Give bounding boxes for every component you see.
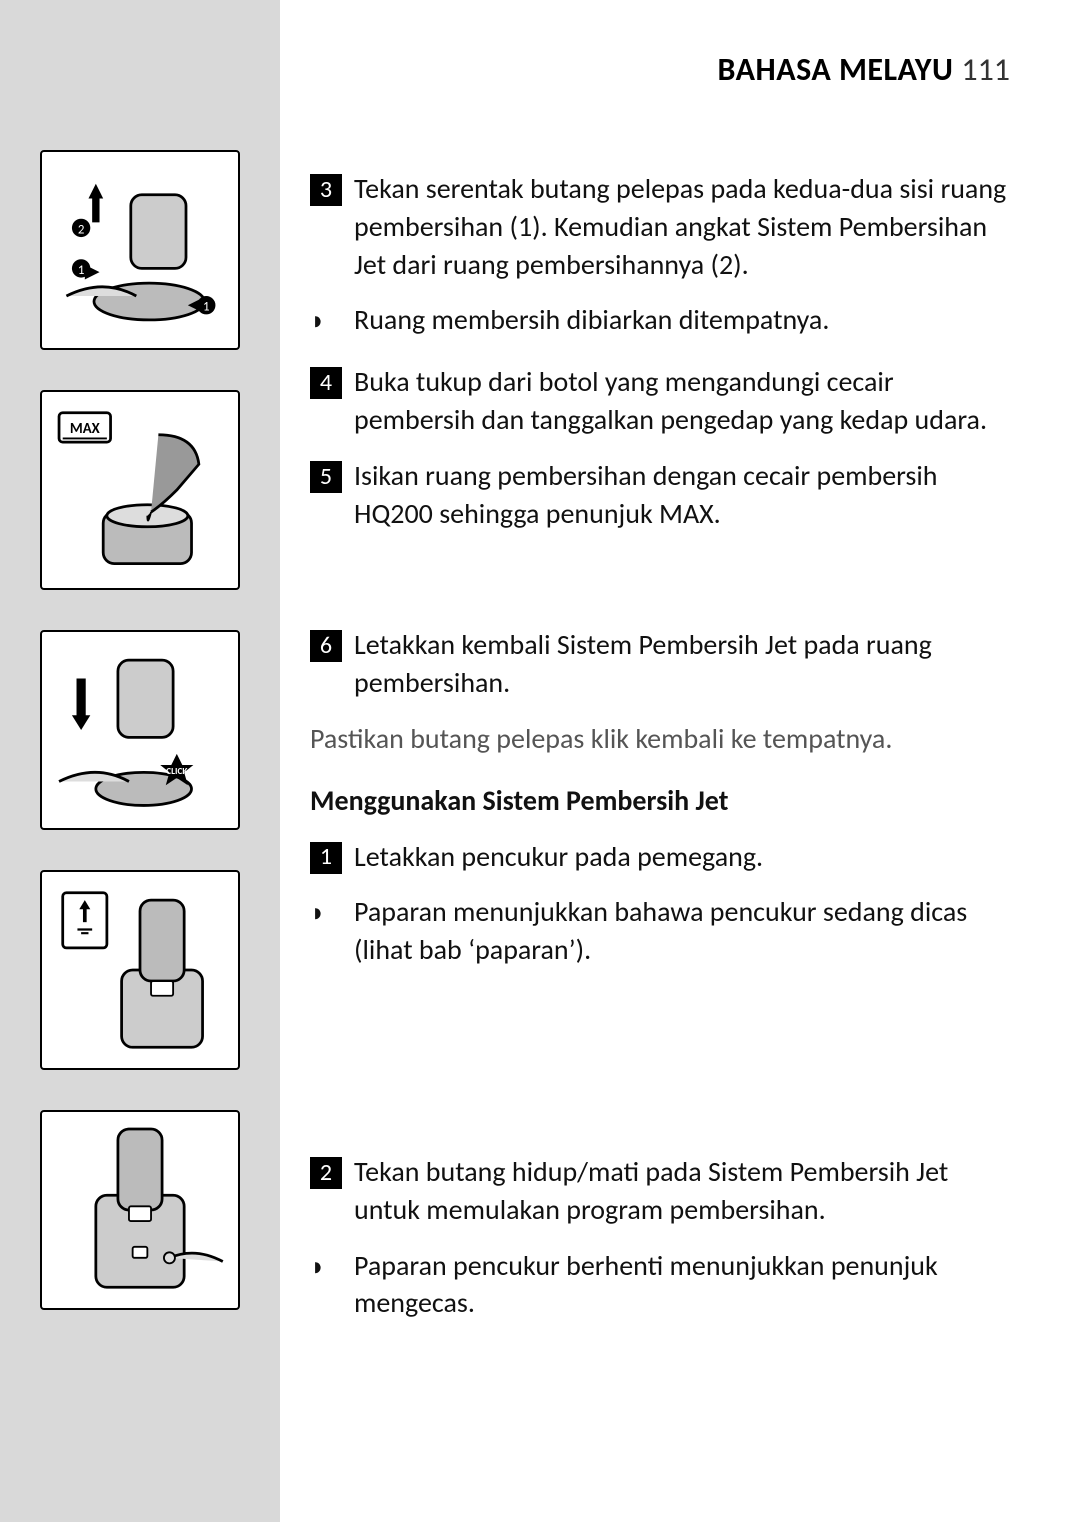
use-step-number-2: 2 bbox=[310, 1157, 342, 1189]
arrow-icon: ◗ bbox=[310, 1249, 342, 1323]
arrow-icon: ◗ bbox=[310, 303, 342, 339]
arrow-icon: ◗ bbox=[310, 895, 342, 969]
step-6: 6 Letakkan kembali Sistem Pembersih Jet … bbox=[310, 626, 1010, 702]
step-3: 3 Tekan serentak butang pelepas pada ked… bbox=[310, 170, 1010, 283]
use-step-1-bullet-text: Paparan menunjukkan bahawa pencukur seda… bbox=[354, 893, 1010, 969]
illustration-step6: CLICK bbox=[40, 630, 240, 830]
step-6-text: Letakkan kembali Sistem Pembersih Jet pa… bbox=[354, 626, 1010, 702]
illustration-step3: 2 1 1 bbox=[40, 150, 240, 350]
step-5: 5 Isikan ruang pembersihan dengan cecair… bbox=[310, 457, 1010, 533]
step-4-text: Buka tukup dari botol yang mengandungi c… bbox=[354, 363, 1010, 439]
illustration-use1 bbox=[40, 870, 240, 1070]
page-number: 111 bbox=[961, 50, 1010, 89]
max-label: MAX bbox=[70, 419, 101, 437]
use-step-1-text: Letakkan pencukur pada pemegang. bbox=[354, 838, 1010, 876]
use-step-1-bullet: ◗ Paparan menunjukkan bahawa pencukur se… bbox=[310, 893, 1010, 969]
step-number-5: 5 bbox=[310, 461, 342, 493]
illustration-sidebar: 2 1 1 MAX CLICK bbox=[0, 0, 280, 1522]
step-3-bullet-text: Ruang membersih dibiarkan ditempatnya. bbox=[354, 301, 1010, 339]
use-step-2-bullet: ◗ Paparan pencukur berhenti menunjukkan … bbox=[310, 1247, 1010, 1323]
illustration-step5: MAX bbox=[40, 390, 240, 590]
svg-text:2: 2 bbox=[78, 222, 85, 237]
subheading: Menggunakan Sistem Pembersih Jet bbox=[310, 782, 1010, 820]
illustration-use2 bbox=[40, 1110, 240, 1310]
svg-text:1: 1 bbox=[78, 263, 85, 278]
step-3-text: Tekan serentak butang pelepas pada kedua… bbox=[354, 170, 1010, 283]
main-content: 3 Tekan serentak butang pelepas pada ked… bbox=[310, 170, 1010, 1346]
step-3-bullet: ◗ Ruang membersih dibiarkan ditempatnya. bbox=[310, 301, 1010, 339]
click-label: CLICK bbox=[166, 766, 187, 777]
use-step-number-1: 1 bbox=[310, 842, 342, 874]
step-6-note: Pastikan butang pelepas klik kembali ke … bbox=[310, 720, 1010, 758]
step-4: 4 Buka tukup dari botol yang mengandungi… bbox=[310, 363, 1010, 439]
step-5-text: Isikan ruang pembersihan dengan cecair p… bbox=[354, 457, 1010, 533]
use-step-2: 2 Tekan butang hidup/mati pada Sistem Pe… bbox=[310, 1153, 1010, 1229]
step-number-6: 6 bbox=[310, 630, 342, 662]
use-step-2-text: Tekan butang hidup/mati pada Sistem Pemb… bbox=[354, 1153, 1010, 1229]
lang-label: BAHASA MELAYU bbox=[717, 50, 953, 89]
step-number-3: 3 bbox=[310, 174, 342, 206]
use-step-2-bullet-text: Paparan pencukur berhenti menunjukkan pe… bbox=[354, 1247, 1010, 1323]
use-step-1: 1 Letakkan pencukur pada pemegang. bbox=[310, 838, 1010, 876]
svg-text:1: 1 bbox=[203, 300, 210, 315]
page-header: BAHASA MELAYU111 bbox=[717, 50, 1010, 89]
step-number-4: 4 bbox=[310, 367, 342, 399]
